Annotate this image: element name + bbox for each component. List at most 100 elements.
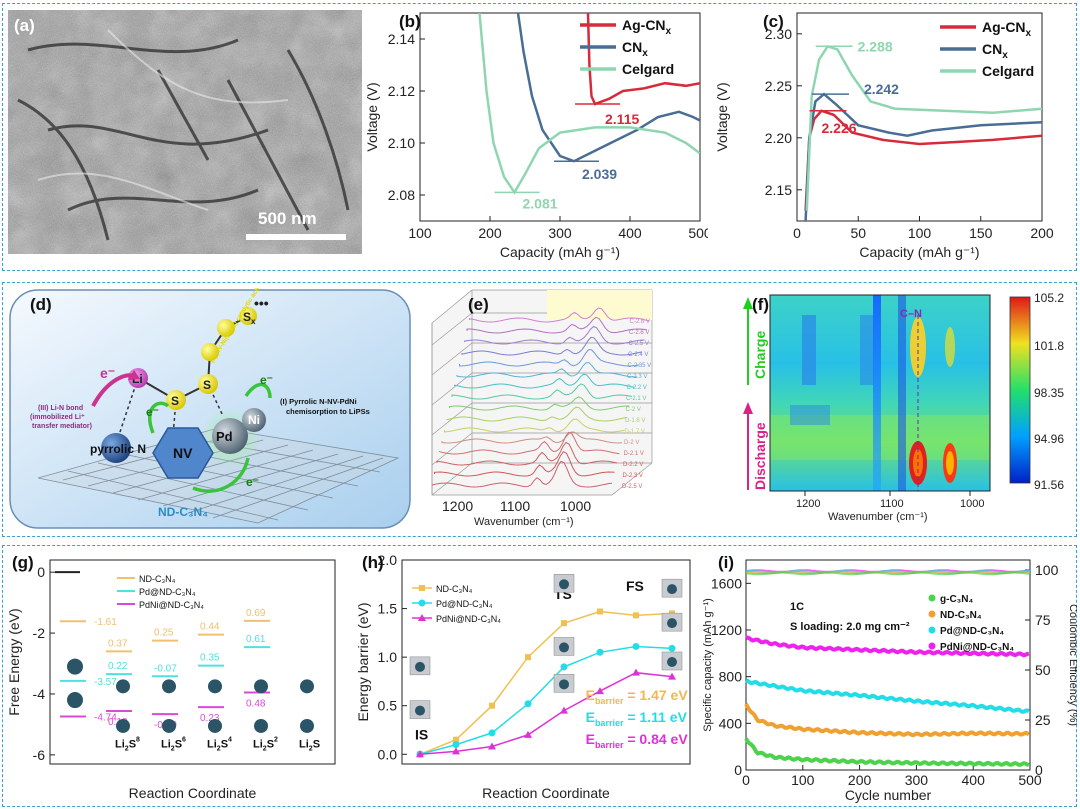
structure-atom (667, 618, 677, 629)
category-label: Li2S6 (161, 736, 186, 752)
f-xlabel: Wavenumber (cm⁻¹) (828, 511, 928, 523)
curve-label: D-1.7 V (625, 429, 645, 435)
s-atom-3 (201, 343, 219, 361)
spectrum-curve (451, 383, 633, 400)
structure-atom (559, 579, 569, 590)
x-axis-label: Capacity (mAh g⁻¹) (859, 244, 979, 260)
x-tick-label: 0 (793, 225, 801, 241)
molecule-icon (67, 658, 83, 675)
energy-value: 0.69 (246, 608, 266, 619)
curve-label: D-2.2 V (623, 462, 643, 468)
ce-series (745, 571, 1031, 576)
ni-atom (242, 408, 266, 432)
legend-label: Ag-CNx (982, 19, 1032, 39)
series-line (419, 610, 673, 755)
y-tick-label: 2.15 (765, 182, 792, 198)
pyrrolic-n-atom (101, 433, 131, 463)
label-i-1: (I) Pyrrolic N-NV-PdNi (280, 397, 357, 406)
discharge-label: Discharge (752, 422, 768, 490)
barrier-label: Ebarrier = 0.84 eV (586, 731, 689, 750)
annotation-label: 2.242 (864, 81, 899, 97)
y-axis-label: Specific capacity (mAh g⁻¹) (702, 598, 714, 732)
y-tick-label: 2.14 (388, 31, 415, 47)
barrier-label: Ebarrier = 1.11 eV (586, 709, 688, 728)
plot-frame (796, 12, 1043, 222)
y-axis-label: Free Energy (eV) (6, 608, 22, 715)
molecule-icon (67, 692, 83, 709)
spectrum-curve (436, 441, 618, 466)
e-arrow-right (244, 382, 272, 399)
x-tick-label: 200 (848, 772, 872, 788)
s-atom-2 (198, 374, 218, 394)
condition-note-1: 1C (790, 601, 804, 613)
x-axis-label: Reaction Coordinate (129, 785, 257, 801)
spectrum-curve (431, 460, 613, 488)
label-h: (h) (362, 553, 384, 572)
pd-atom (212, 418, 248, 454)
category-label: Li2S8 (115, 736, 140, 752)
category-label: Li2S4 (207, 736, 232, 752)
legend-label: PdNi@ND-C₃N₄ (940, 642, 1014, 653)
legend-label: Pd@ND-C₃N₄ (139, 587, 196, 597)
curve-label: C-2.3 V (627, 374, 647, 380)
label-a: (a) (14, 16, 35, 35)
y-axis-label: Energy barrier (eV) (355, 602, 371, 721)
energy-value: 0.44 (200, 622, 220, 633)
annotation-label: 2.081 (523, 195, 558, 211)
data-point (597, 608, 603, 615)
y-tick-label: 0.5 (378, 698, 398, 714)
x-tick-label: 500 (1018, 772, 1042, 788)
annotation-label: 2.226 (822, 120, 857, 136)
energy-value: -4.74 (94, 713, 117, 724)
condition-note-2: S loading: 2.0 mg cm⁻² (790, 621, 910, 633)
y2-tick-label: 0 (1035, 762, 1043, 778)
data-point (524, 730, 532, 738)
category-label: Li2S2 (253, 736, 278, 752)
energy-value: -1.61 (94, 617, 117, 628)
spectrum-curve (449, 396, 630, 411)
curve-label: D-2.1 V (624, 451, 644, 457)
structure-atom (415, 661, 425, 672)
structure-atom (667, 584, 677, 595)
s-atom-1 (166, 390, 186, 410)
x-axis-label: Reaction Coordinate (482, 785, 610, 801)
spectrum-curve (434, 450, 615, 477)
curve-label: C-2.8 V (630, 319, 650, 325)
x-tick-label: 100 (908, 225, 932, 241)
f-tick-1100: 1100 (880, 498, 904, 510)
series-line-cn (804, 92, 1042, 221)
frame-middle (2, 282, 1077, 537)
y-tick-label: 2.20 (765, 130, 792, 146)
spectrum-curve (464, 326, 645, 345)
legend-label: PdNi@ND-C₃N₄ (436, 614, 501, 624)
label-iii-1: (III) Li-N bond (38, 405, 83, 412)
curve-label: C-2.2 V (627, 385, 647, 391)
x-tick-label: 400 (618, 225, 642, 241)
molecule-icon (300, 679, 314, 694)
spectrum-curve (454, 373, 635, 389)
legend-marker (928, 610, 936, 618)
data-point (488, 742, 496, 750)
spectrum-curve (466, 316, 648, 334)
legend-label: CNx (982, 41, 1008, 61)
data-point (668, 644, 676, 652)
annotation-label: 2.039 (582, 166, 617, 182)
label-i-2: chemisorption to LiPSs (286, 407, 370, 416)
curve-label: C-2.5 V (629, 341, 649, 347)
molecule-icon (116, 679, 130, 694)
plot-frame (745, 559, 1031, 771)
chart-i: 0 100 200 300 400 500040080012001600025507510… (702, 559, 1077, 803)
legend-label: Pd@ND-C₃N₄ (436, 599, 493, 609)
x-tick-label: 300 (548, 225, 572, 241)
e-tick-1100: 1100 (500, 498, 530, 514)
cbar-tick-3: 94.96 (1034, 432, 1064, 446)
ce-series (745, 570, 1031, 575)
barrier-label: Ebarrier = 1.47 eV (586, 687, 689, 706)
legend-label: Celgard (982, 63, 1034, 79)
charge-label: Charge (752, 331, 768, 379)
data-point (453, 736, 459, 743)
data-point (489, 702, 495, 709)
molecule-icon (208, 679, 222, 694)
colorbar (1009, 296, 1031, 484)
data-point (560, 706, 568, 714)
